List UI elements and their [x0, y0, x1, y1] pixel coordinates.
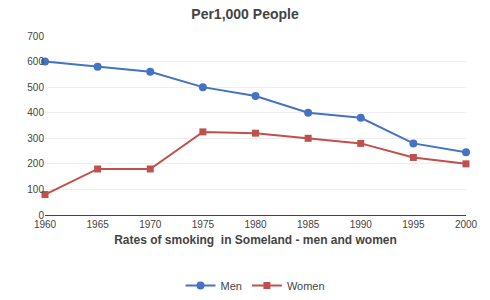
svg-text:Men: Men [221, 280, 242, 292]
svg-text:600: 600 [27, 56, 44, 67]
svg-text:1965: 1965 [87, 219, 110, 230]
svg-text:100: 100 [27, 184, 44, 195]
svg-text:0: 0 [38, 210, 44, 221]
svg-text:Rates of smoking in Someland: Rates of smoking in Someland - men and w… [114, 233, 397, 247]
svg-text:700: 700 [27, 31, 44, 42]
svg-text:400: 400 [27, 107, 44, 118]
svg-text:1990: 1990 [350, 219, 373, 230]
svg-text:1980: 1980 [244, 219, 267, 230]
svg-text:500: 500 [27, 82, 44, 93]
svg-text:1975: 1975 [192, 219, 215, 230]
svg-text:1995: 1995 [402, 219, 425, 230]
svg-text:Per1,000 People: Per1,000 People [191, 6, 299, 22]
svg-text:2000: 2000 [455, 219, 478, 230]
svg-text:200: 200 [27, 158, 44, 169]
svg-text:1970: 1970 [139, 219, 162, 230]
svg-text:1985: 1985 [297, 219, 320, 230]
svg-text:1960: 1960 [34, 219, 57, 230]
svg-text:Women: Women [287, 280, 325, 292]
svg-text:300: 300 [27, 133, 44, 144]
